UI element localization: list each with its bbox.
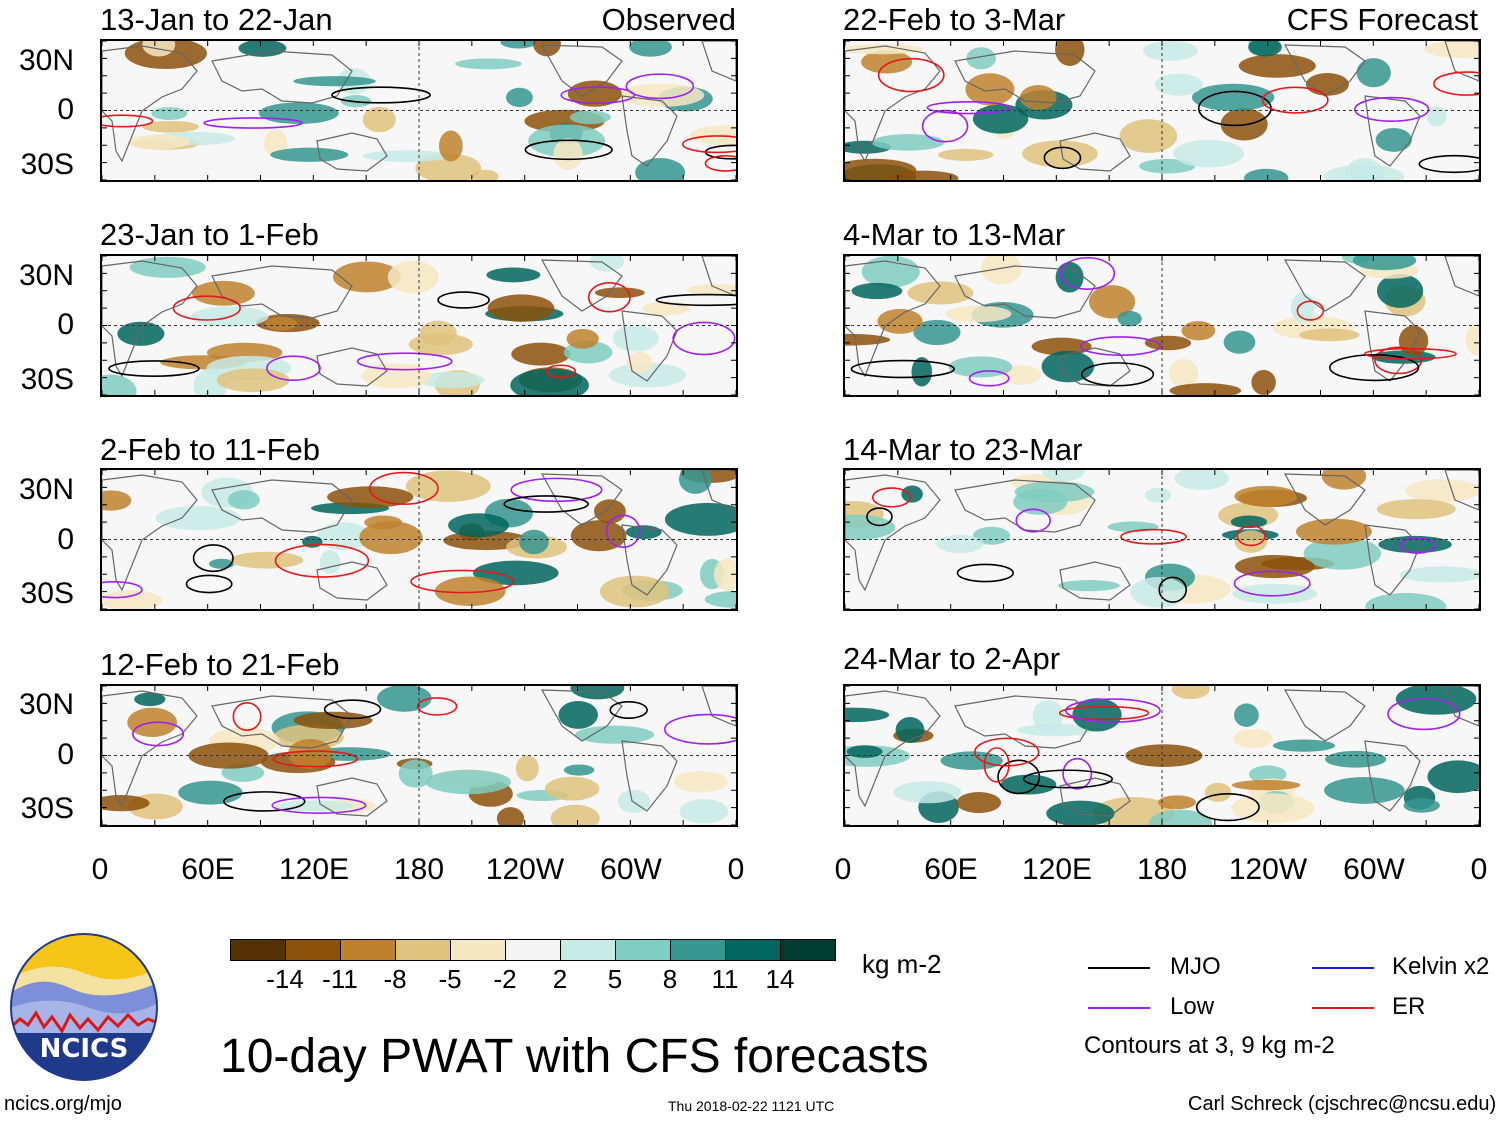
legend-label-er: ER	[1392, 993, 1426, 1020]
lon-label: 0	[834, 853, 852, 886]
lat-label: 30S	[20, 363, 74, 396]
lat-label: 30S	[20, 577, 74, 610]
panel-title: 2-Feb to 11-Feb	[100, 432, 320, 467]
legend-label-mjo: MJO	[1170, 953, 1221, 980]
panel-title: 12-Feb to 21-Feb	[100, 647, 340, 682]
lat-label: 30S	[20, 148, 74, 181]
lon-label: 60E	[924, 853, 978, 886]
legend-line-low	[1088, 1007, 1150, 1009]
colorbar-swatch	[670, 939, 726, 961]
map	[843, 39, 1481, 182]
lat-label: 0	[57, 738, 74, 771]
legend-label-kelvin: Kelvin x2	[1392, 953, 1490, 980]
map	[100, 254, 738, 397]
lat-label: 30N	[18, 473, 74, 506]
lon-label: 180	[1136, 853, 1188, 886]
logo-text: NCICS	[40, 1034, 129, 1064]
colorbar-swatch	[725, 939, 781, 961]
colorbar-tick: 8	[662, 964, 678, 994]
lon-label: 120E	[278, 853, 350, 886]
colorbar-tick: -5	[438, 964, 462, 994]
figure-title: 10-day PWAT with CFS forecasts	[220, 1030, 929, 1083]
colorbar-tick: 11	[711, 964, 739, 994]
colorbar-swatch	[505, 939, 561, 961]
lon-label: 120W	[1228, 853, 1308, 886]
colorbar-swatch	[450, 939, 506, 961]
legend-line-er	[1312, 1007, 1374, 1009]
map	[100, 684, 738, 827]
colorbar-unit: kg m-2	[862, 949, 942, 979]
legend-label-low: Low	[1170, 993, 1215, 1020]
lon-label: 0	[727, 853, 745, 886]
map	[100, 39, 738, 182]
lon-label: 120W	[485, 853, 565, 886]
lon-label: 180	[393, 853, 445, 886]
colorbar-tick: -2	[493, 964, 517, 994]
colorbar-tick: -8	[383, 964, 407, 994]
lon-label: 60W	[600, 853, 662, 886]
lat-label: 30N	[18, 688, 74, 721]
colorbar-swatch	[340, 939, 396, 961]
colorbar-tick: -14	[266, 964, 304, 994]
lon-label: 120E	[1021, 853, 1093, 886]
map	[843, 254, 1481, 397]
lat-label: 30N	[18, 259, 74, 292]
colorbar-tick: 5	[607, 964, 623, 994]
lon-label: 0	[1470, 853, 1488, 886]
colorbar-swatch	[615, 939, 671, 961]
colorbar-swatch	[230, 939, 286, 961]
colorbar-tick: 2	[552, 964, 568, 994]
legend-line-kelvin	[1312, 967, 1374, 969]
lat-label: 0	[57, 523, 74, 556]
colorbar-tick: -11	[322, 964, 358, 994]
colorbar-swatch	[560, 939, 616, 961]
lat-label: 30N	[18, 44, 74, 77]
panel-title: 14-Mar to 23-Mar	[843, 432, 1083, 467]
observed-label: Observed	[601, 2, 736, 37]
colorbar-swatch	[285, 939, 341, 961]
map	[843, 684, 1481, 827]
map	[100, 468, 738, 611]
forecast-label: CFS Forecast	[1286, 2, 1478, 37]
footer-timestamp: Thu 2018-02-22 1121 UTC	[668, 1098, 835, 1114]
colorbar-tick: 14	[765, 964, 795, 994]
panel-title: 13-Jan to 22-Jan	[100, 2, 333, 37]
map	[843, 468, 1481, 611]
panel-title: 4-Mar to 13-Mar	[843, 217, 1066, 252]
lon-label: 60E	[181, 853, 235, 886]
legend-note: Contours at 3, 9 kg m-2	[1084, 1032, 1335, 1059]
legend-line-mjo	[1088, 967, 1150, 969]
panel-title: 22-Feb to 3-Mar	[843, 2, 1066, 37]
colorbar-swatch	[780, 939, 836, 961]
lon-label: 60W	[1343, 853, 1405, 886]
ncics-logo: NCICS	[10, 933, 158, 1081]
lat-label: 0	[57, 308, 74, 341]
footer-url: ncics.org/mjo	[4, 1093, 122, 1115]
panel-title: 24-Mar to 2-Apr	[843, 641, 1061, 676]
lon-label: 0	[91, 853, 109, 886]
lat-label: 30S	[20, 792, 74, 825]
lat-label: 0	[57, 93, 74, 126]
footer-credit: Carl Schreck (cjschrec@ncsu.edu)	[1188, 1093, 1497, 1115]
colorbar-swatch	[395, 939, 451, 961]
panel-title: 23-Jan to 1-Feb	[100, 217, 319, 252]
